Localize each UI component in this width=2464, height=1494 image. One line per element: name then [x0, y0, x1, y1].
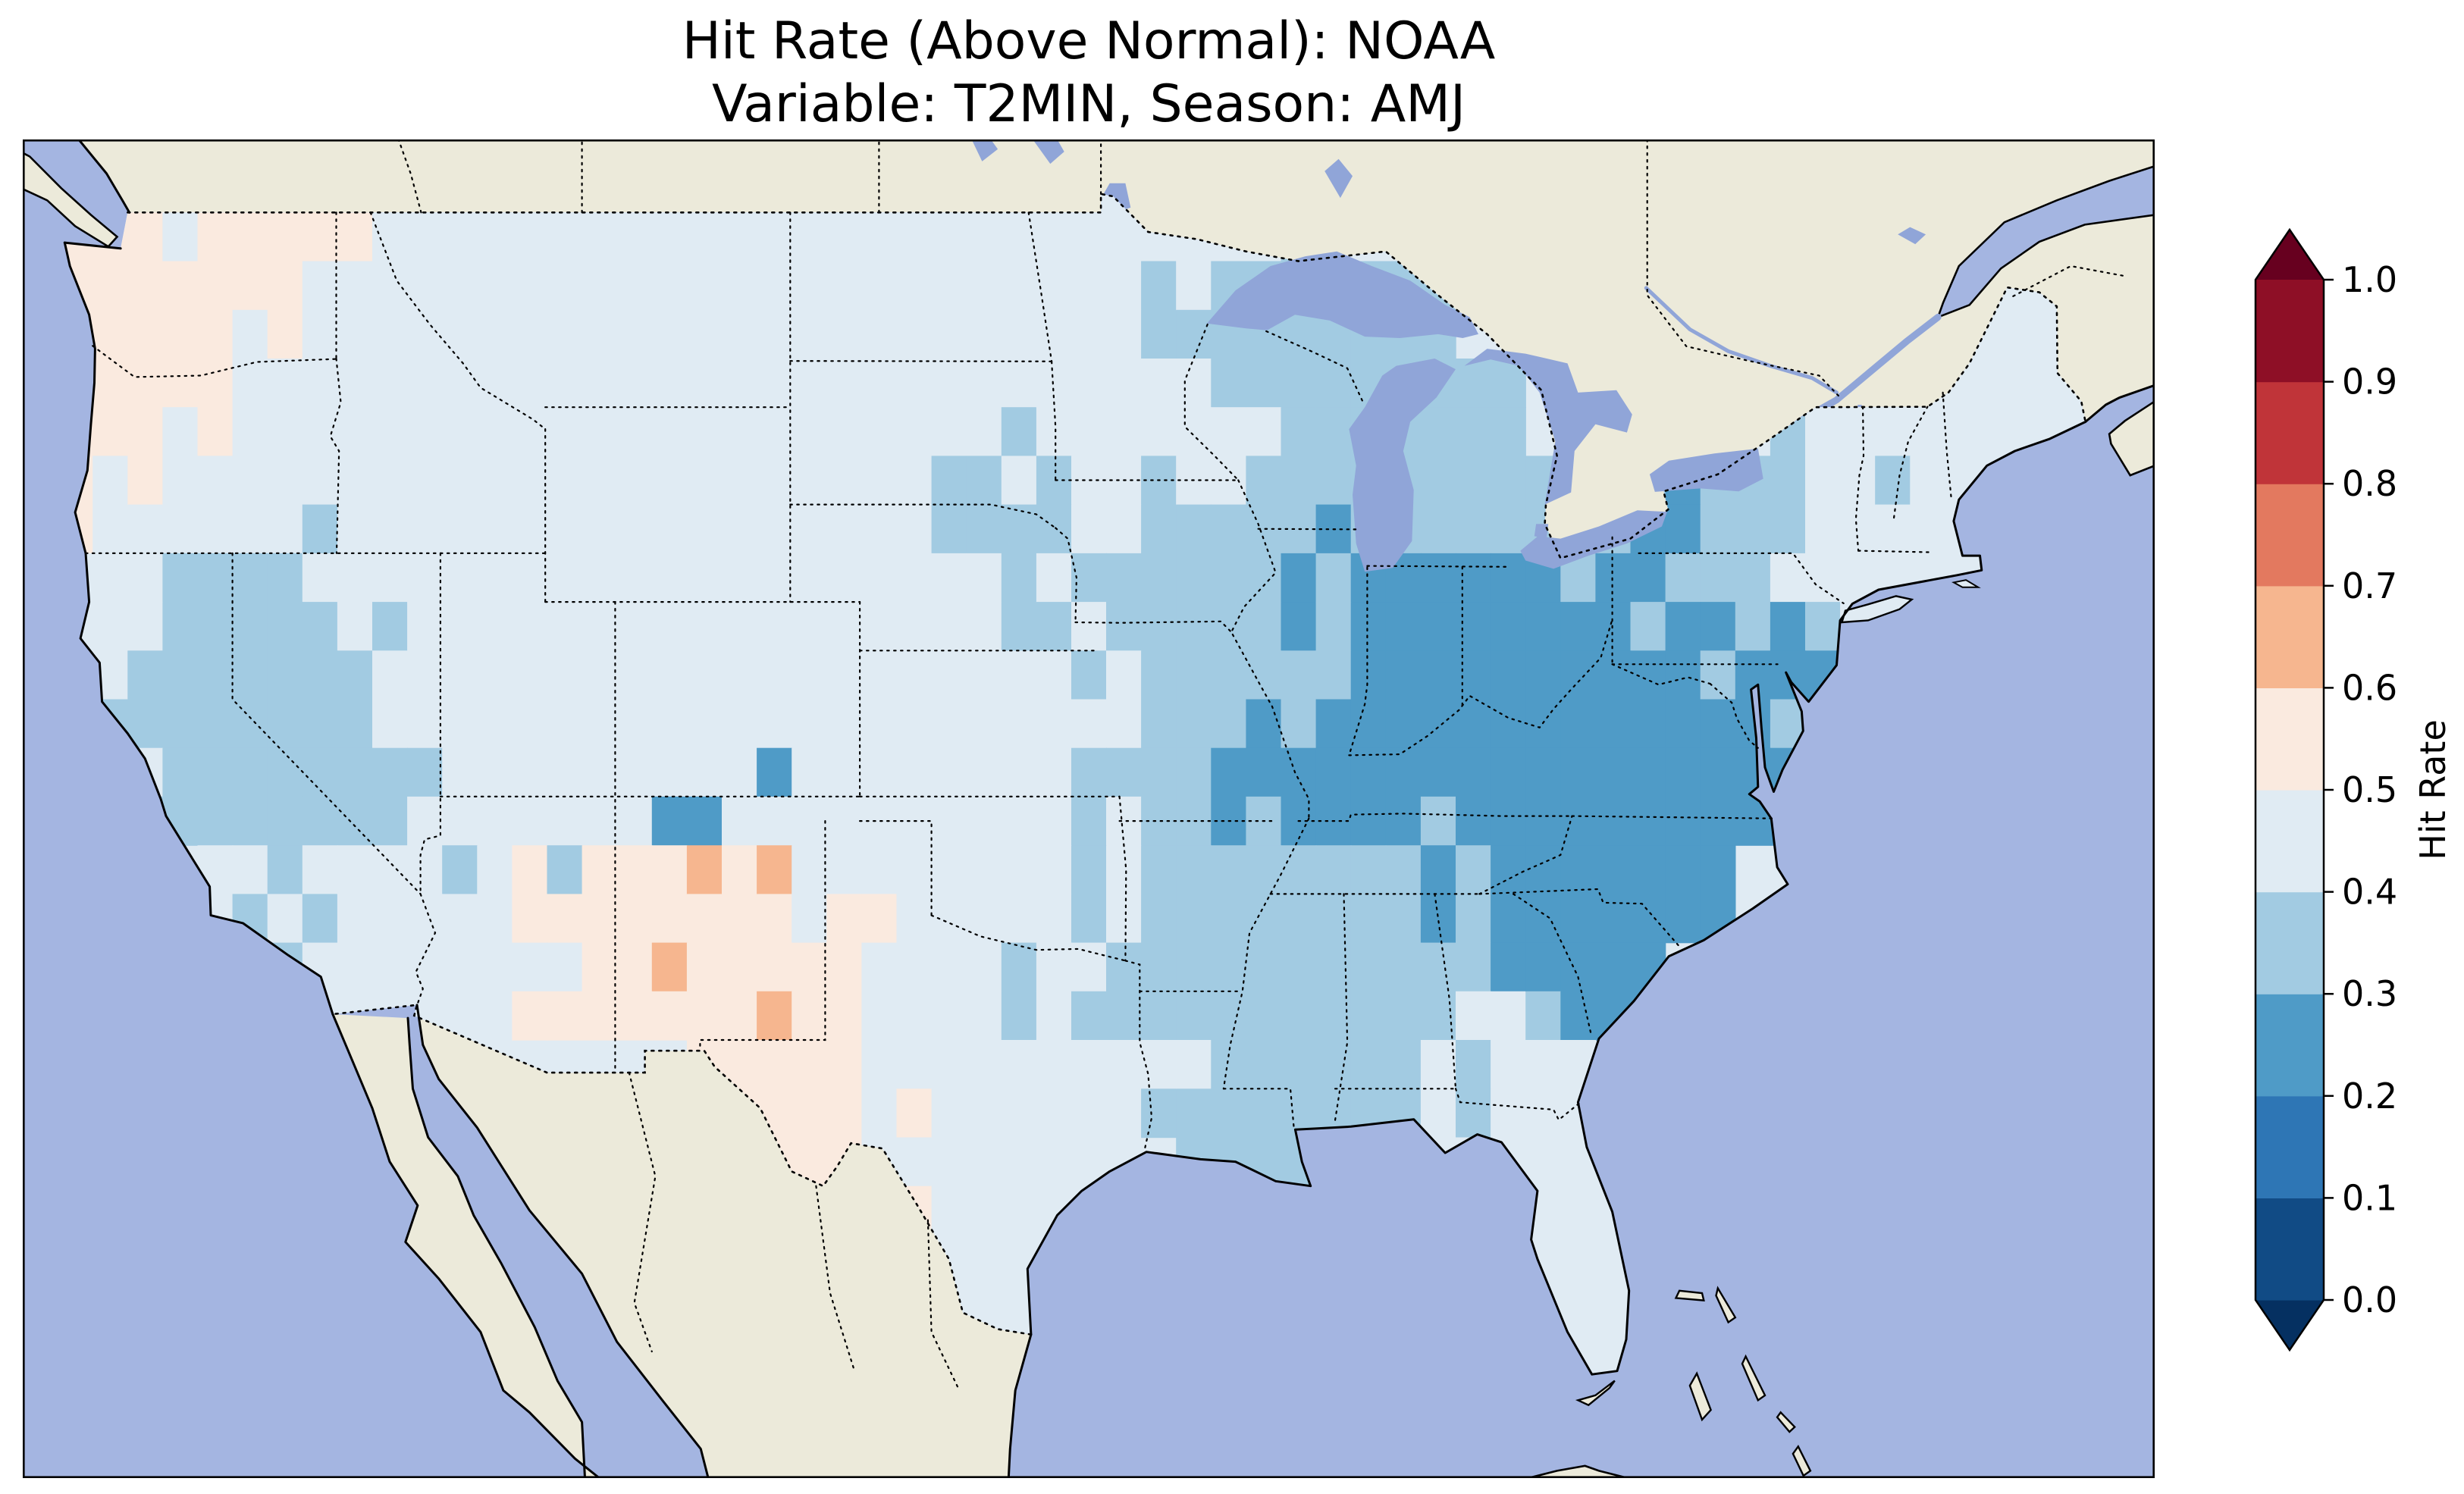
colorbar-bin — [2256, 585, 2324, 688]
lake — [1102, 183, 1131, 213]
mexico-land — [414, 1004, 1031, 1478]
us-hit-rate-map — [23, 139, 2155, 1478]
colorbar-tick-label: 0.3 — [2342, 973, 2397, 1014]
lake-superior — [1206, 251, 1478, 338]
baja-california-land — [332, 1014, 600, 1478]
lake-huron — [1464, 349, 1632, 505]
colorbar-tick-label: 0.6 — [2342, 667, 2397, 708]
colorbar-bin — [2256, 1198, 2324, 1301]
colorbar-bin — [2256, 280, 2324, 383]
lake-ontario — [1649, 448, 1763, 492]
colorbar-tick-label: 0.1 — [2342, 1177, 2397, 1218]
cuba — [1524, 1464, 1632, 1478]
axes-spine — [23, 139, 2155, 1478]
colorbar-tick-label: 0.4 — [2342, 872, 2397, 913]
lake — [1033, 139, 1064, 164]
chart-title: Hit Rate (Above Normal): NOAA — [682, 11, 1496, 71]
colorbar-bin — [2256, 484, 2324, 587]
colorbar-tick-label: 0.5 — [2342, 769, 2397, 810]
colorbar-bin — [2256, 891, 2324, 994]
bahamas-island — [1575, 1380, 1616, 1407]
colorbar-bin — [2256, 994, 2324, 1097]
gulf-of-st-lawrence — [1936, 164, 2155, 319]
lake — [1324, 158, 1353, 199]
coastlines — [63, 139, 2155, 1478]
ottawa-river — [1644, 286, 1839, 395]
colorbar-tick-label: 0.0 — [2342, 1279, 2397, 1320]
chart-title-block: Hit Rate (Above Normal): NOAA Variable: … — [23, 11, 2155, 136]
lake — [971, 139, 998, 161]
lake-erie — [1520, 510, 1667, 569]
canada-land — [78, 139, 2155, 559]
marthas-vineyard — [1951, 579, 1981, 588]
colorbar-bin — [2256, 687, 2324, 791]
colorbar-tick-label: 1.0 — [2342, 259, 2397, 300]
colorbar-tick-label: 0.7 — [2342, 565, 2397, 606]
colorbar-over-arrow — [2256, 230, 2324, 280]
lake-st-clair — [1534, 524, 1549, 539]
colorbar-axis-label: Hit Rate — [2412, 719, 2453, 860]
vancouver-island — [23, 152, 119, 248]
nova-scotia — [2108, 399, 2155, 477]
bahamas-island — [1674, 1289, 1705, 1301]
colorbar-tick-label: 0.8 — [2342, 463, 2397, 504]
colorbar-tick-label: 0.2 — [2342, 1076, 2397, 1117]
chart-subtitle: Variable: T2MIN, Season: AMJ — [711, 74, 1466, 134]
bahamas-island — [1715, 1286, 1737, 1324]
international-borders — [127, 193, 2086, 1336]
bahamas-island — [1688, 1371, 1712, 1422]
bahamas-island — [1741, 1354, 1766, 1402]
colorbar-bin — [2256, 381, 2324, 484]
colorbar-bin — [2256, 1095, 2324, 1198]
state-borders — [84, 139, 2124, 1392]
colorbar-under-arrow — [2256, 1300, 2324, 1350]
bahamas-island — [1776, 1411, 1796, 1433]
bahamas-island — [1792, 1444, 1812, 1477]
lake-michigan — [1349, 359, 1456, 572]
colorbar-bin — [2256, 790, 2324, 893]
colorbar: 0.0 0.1 0.2 0.3 0.4 0.5 0.6 0.7 0.8 0.9 1.0 Hit Rat… — [2254, 227, 2453, 1352]
lake — [1898, 227, 1926, 245]
colorbar-tick-label: 0.9 — [2342, 362, 2397, 402]
